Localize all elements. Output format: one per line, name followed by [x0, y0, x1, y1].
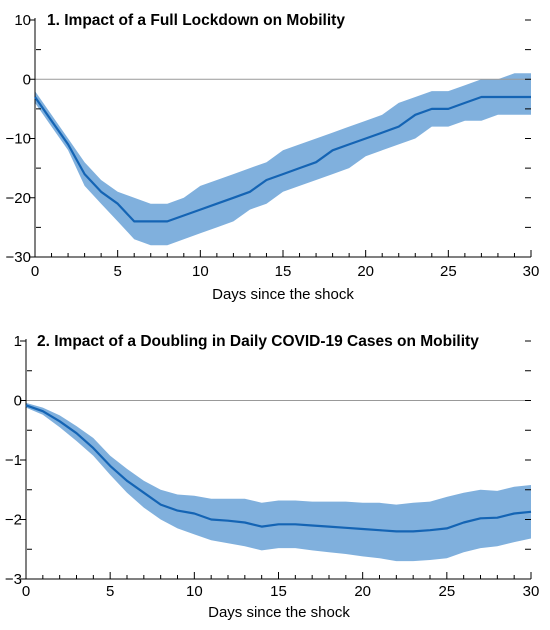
chart-2-x-tick-label: 5 [106, 583, 114, 600]
chart-1-title: 1. Impact of a Full Lockdown on Mobility [47, 12, 345, 29]
chart-1-confidence-band [35, 73, 531, 246]
chart-2-y-tick-label: −2 [5, 512, 22, 529]
chart-2-marks: 10−1−2−30 5 10 15 20 25 30 [5, 333, 539, 600]
chart-2-x-tick-label: 30 [523, 583, 540, 600]
chart-1-x-tick-label: 5 [113, 263, 121, 280]
chart-2-series-line [25, 404, 532, 533]
chart-1-x-tick-label: 10 [192, 263, 209, 280]
chart-2-y-tick-label: −1 [5, 452, 22, 469]
chart-1-y-tick-label: −10 [6, 131, 31, 148]
chart-panel-1: 1. Impact of a Full Lockdown on Mobility… [6, 12, 540, 303]
chart-1-y-tick-label: −20 [6, 190, 31, 207]
chart-1-y-tick-label: −30 [6, 249, 31, 266]
chart-1-y-tick-label: 10 [14, 12, 31, 29]
chart-2-x-axis-label: Days since the shock [208, 604, 350, 621]
chart-1-marks: 100−10−20−300 5 10 15 20 25 30 [6, 12, 540, 280]
chart-2-y-tick-label: 1 [14, 333, 22, 350]
chart-panel-2: 2. Impact of a Doubling in Daily COVID-1… [5, 333, 539, 621]
chart-1-x-tick-label: 15 [275, 263, 292, 280]
chart-2-confidence-band [26, 402, 531, 562]
chart-2-title: 2. Impact of a Doubling in Daily COVID-1… [37, 333, 479, 350]
chart-2-y-tick-label: 0 [14, 393, 22, 410]
chart-1-x-tick-label: 0 [31, 263, 39, 280]
chart-1-series-line [34, 95, 531, 223]
chart-2-x-tick-label: 15 [270, 583, 287, 600]
chart-2-x-tick-label: 0 [22, 583, 30, 600]
chart-2-y-tick-label: −3 [5, 571, 22, 588]
chart-1-x-tick-label: 30 [523, 263, 540, 280]
chart-1-y-tick-label: 0 [23, 71, 31, 88]
chart-1-x-tick-label: 20 [357, 263, 374, 280]
chart-2-x-tick-label: 20 [354, 583, 371, 600]
chart-1-x-axis-label: Days since the shock [212, 286, 354, 303]
chart-2-x-tick-label: 25 [438, 583, 455, 600]
chart-1-x-tick-label: 25 [440, 263, 457, 280]
chart-2-x-tick-label: 10 [186, 583, 203, 600]
